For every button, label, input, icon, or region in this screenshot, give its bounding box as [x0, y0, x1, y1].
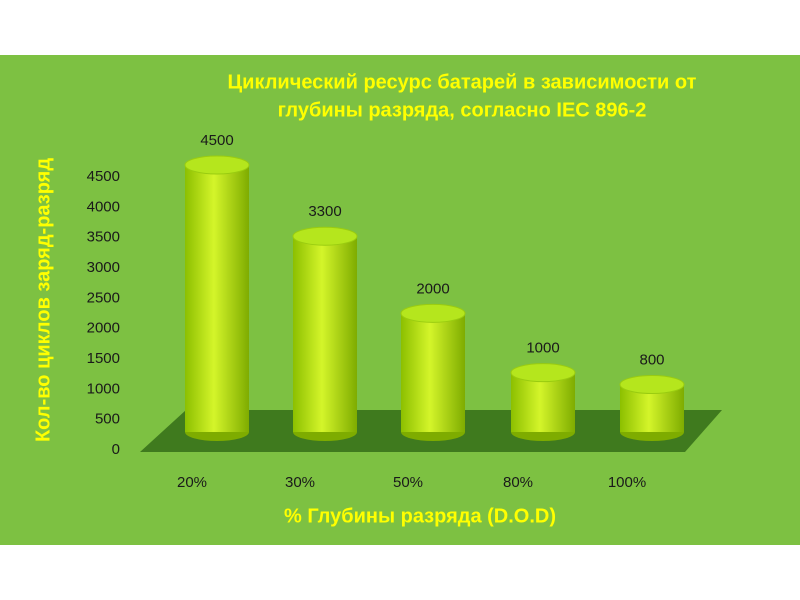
x-tick-label: 100% [608, 474, 646, 491]
bar-top [184, 155, 250, 175]
y-tick-label: 0 [112, 441, 120, 458]
x-tick-label: 20% [177, 474, 207, 491]
y-tick-label: 3000 [87, 259, 120, 276]
x-tick-label: 80% [503, 474, 533, 491]
chart-title: Циклический ресурс батарей в зависимости… [228, 71, 697, 93]
y-tick-label: 2500 [87, 289, 120, 306]
chart-title: глубины разряда, согласно IEC 896-2 [278, 99, 647, 121]
data-label: 4500 [200, 132, 233, 149]
bar [619, 375, 685, 441]
y-tick-label: 4500 [87, 168, 120, 185]
bar [400, 303, 466, 441]
bar-top [619, 375, 685, 395]
data-label: 1000 [526, 340, 559, 357]
y-tick-label: 4000 [87, 198, 120, 215]
y-tick-label: 3500 [87, 229, 120, 246]
y-tick-label: 1500 [87, 350, 120, 367]
bar-top [292, 226, 358, 246]
y-tick-label: 2000 [87, 320, 120, 337]
y-axis-label: Кол-во циклов заряд-разряд [32, 158, 54, 442]
bar-body [511, 372, 575, 432]
x-tick-label: 30% [285, 474, 315, 491]
data-label: 2000 [416, 280, 449, 297]
bar [184, 155, 250, 441]
bar [510, 363, 576, 441]
data-label: 3300 [308, 203, 341, 220]
bar-body [293, 236, 357, 432]
bar-body [185, 165, 249, 432]
x-tick-label: 50% [393, 474, 423, 491]
y-tick-label: 500 [95, 411, 120, 428]
bar [292, 226, 358, 441]
bar-top [510, 363, 576, 383]
bar-top [400, 303, 466, 323]
bar-body [401, 313, 465, 432]
x-axis-label: % Глубины разряда (D.O.D) [284, 505, 556, 527]
y-tick-label: 1000 [87, 380, 120, 397]
panel [0, 55, 800, 545]
data-label: 800 [639, 352, 664, 369]
